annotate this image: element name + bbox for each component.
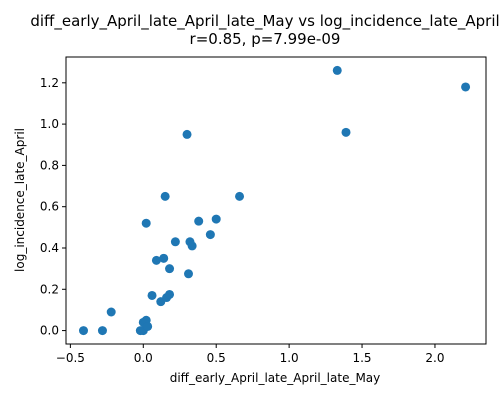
data-point [205,230,215,240]
data-point [184,269,193,279]
plot-frame [65,56,487,345]
data-point [97,326,107,336]
y-tick-label: 0.4 [40,241,59,255]
data-point [332,65,342,75]
data-point [194,216,204,226]
x-tick-label: −0.5 [56,351,85,365]
data-point [341,127,351,137]
data-point [79,326,88,336]
y-axis-label: log_incidence_late_April [13,128,27,272]
data-point [106,307,116,317]
data-point [147,290,157,300]
y-axis-ticks: 0.0 0.2 0.4 0.6 0.8 1.0 1.2 [40,76,66,338]
x-axis-label: diff_early_April_late_April_late_May [170,371,381,385]
data-point [160,191,170,201]
data-point [151,255,161,265]
x-tick-label: 0.0 [134,351,153,365]
data-point [182,129,192,139]
x-axis-ticks: −0.5 0.0 0.5 1.0 1.5 2.0 [56,344,445,365]
data-points [79,65,471,336]
x-tick-label: 1.0 [280,351,299,365]
y-tick-label: 1.0 [40,117,59,131]
data-point [159,253,169,263]
data-point [187,241,197,251]
y-tick-label: 0.2 [40,282,59,296]
y-tick-label: 0.0 [40,324,59,338]
y-tick-label: 1.2 [40,76,59,90]
y-tick-label: 0.8 [40,158,59,172]
data-point [165,289,175,299]
data-point [170,237,180,247]
y-tick-label: 0.6 [40,200,59,214]
data-point [235,191,245,201]
x-tick-label: 0.5 [207,351,226,365]
data-point [211,214,221,224]
chart-title: diff_early_April_late_April_late_May vs … [30,12,499,31]
data-point [165,264,175,274]
data-point [143,321,153,331]
data-point [141,218,151,228]
x-tick-label: 1.5 [352,351,371,365]
data-point [461,82,471,92]
x-tick-label: 2.0 [425,351,444,365]
chart-subtitle: r=0.85, p=7.99e-09 [190,30,341,48]
